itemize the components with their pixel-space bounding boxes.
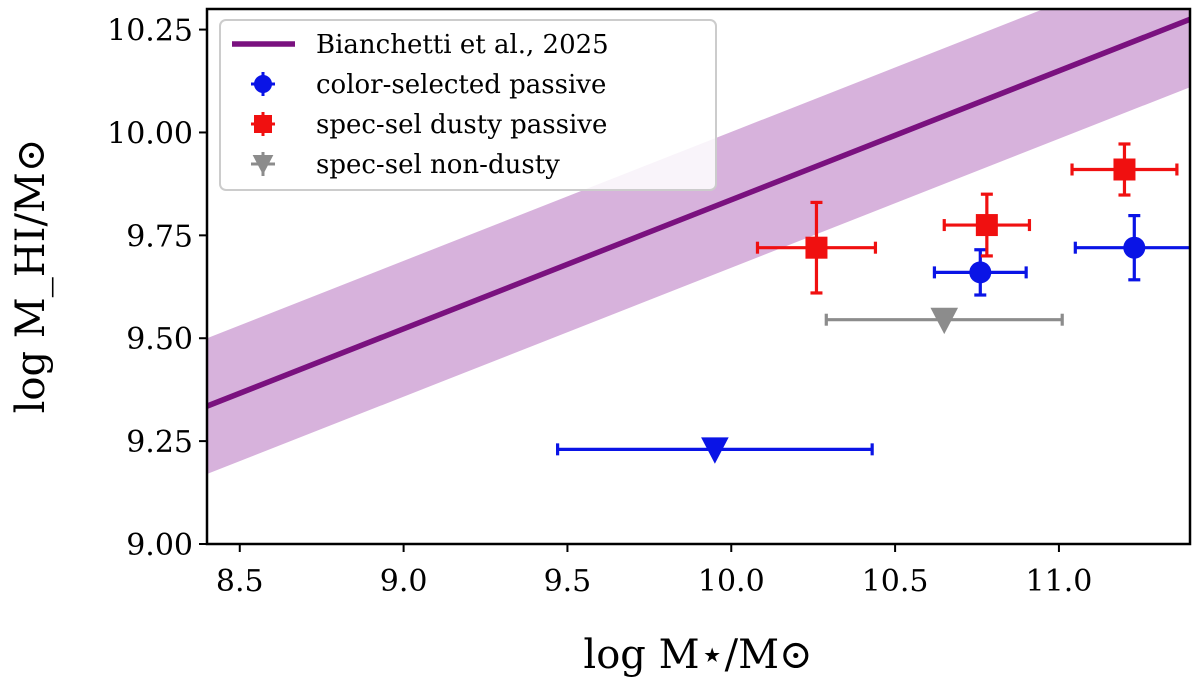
legend-sample-3-marker — [252, 155, 274, 175]
x-tick-label-3: 10.0 — [698, 564, 765, 599]
plot-frame — [205, 7, 1192, 546]
series-1-point-1-marker — [975, 214, 998, 237]
y-tick-label-2: 9.50 — [126, 322, 193, 357]
series-0-point-1-marker — [1123, 236, 1146, 259]
y-tick-label-4: 10.00 — [107, 116, 193, 151]
y-tick-label-5: 10.25 — [107, 14, 193, 49]
series-2-point-0-marker — [930, 307, 959, 335]
y-axis-label: log M_HI/M⊙ — [8, 139, 54, 414]
legend-sample-1-marker — [254, 75, 272, 93]
legend-label-0: Bianchetti et al., 2025 — [316, 30, 609, 60]
relation-line — [207, 16, 1190, 409]
y-tick-label-1: 9.25 — [126, 425, 193, 460]
series-1-point-2-marker — [1113, 158, 1136, 181]
series-1-point-0-marker — [805, 236, 828, 259]
legend-sample-2-marker — [254, 115, 272, 133]
series-3-point-0-marker — [701, 437, 729, 464]
x-axis-label: log M⋆/M⊙ — [583, 632, 812, 678]
x-tick-label-0: 8.5 — [216, 564, 264, 599]
legend-label-3: spec-sel non-dusty — [316, 150, 560, 180]
x-tick-label-4: 10.5 — [862, 564, 929, 599]
x-tick-label-2: 9.5 — [544, 564, 592, 599]
legend-box — [219, 19, 717, 191]
series-0-point-0-marker — [969, 261, 992, 284]
x-tick-label-5: 11.0 — [1026, 564, 1093, 599]
y-tick-label-0: 9.00 — [126, 528, 193, 563]
legend-label-2: spec-sel dusty passive — [316, 110, 607, 140]
relation-uncertainty-band — [207, 9, 1190, 475]
legend-label-1: color-selected passive — [316, 70, 606, 100]
y-tick-label-3: 9.75 — [126, 219, 193, 254]
x-tick-label-1: 9.0 — [380, 564, 428, 599]
legend: Bianchetti et al., 2025 color-selected pa… — [219, 19, 717, 191]
